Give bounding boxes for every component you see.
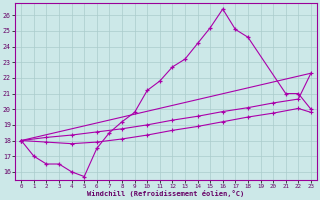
X-axis label: Windchill (Refroidissement éolien,°C): Windchill (Refroidissement éolien,°C) [87,190,245,197]
